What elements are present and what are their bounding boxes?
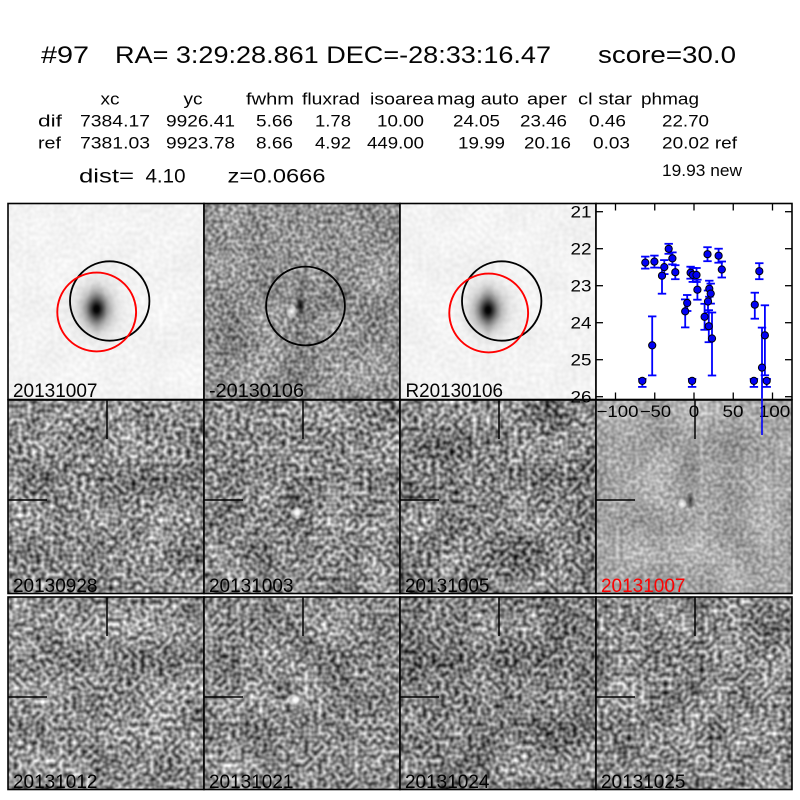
- svg-text:20131003: 20131003: [209, 576, 294, 597]
- svg-text:phmag: phmag: [641, 90, 699, 109]
- svg-text:7384.17: 7384.17: [80, 112, 150, 131]
- svg-text:#97: #97: [41, 42, 89, 69]
- svg-text:449.00: 449.00: [367, 134, 424, 153]
- svg-text:20131021: 20131021: [209, 772, 294, 793]
- svg-text:score=30.0: score=30.0: [598, 42, 736, 69]
- svg-text:100: 100: [759, 403, 791, 421]
- svg-text:23: 23: [571, 278, 592, 296]
- svg-text:26: 26: [571, 389, 592, 407]
- svg-text:fluxrad: fluxrad: [302, 90, 360, 109]
- svg-text:50: 50: [723, 403, 744, 421]
- svg-text:20131007: 20131007: [13, 381, 98, 402]
- svg-text:aper: aper: [527, 90, 567, 109]
- svg-text:20.02 ref: 20.02 ref: [662, 134, 737, 153]
- svg-text:4.10: 4.10: [146, 166, 186, 188]
- svg-text:10.00: 10.00: [377, 112, 424, 131]
- svg-text:9923.78: 9923.78: [166, 134, 235, 153]
- svg-text:7381.03: 7381.03: [80, 134, 150, 153]
- svg-text:25: 25: [571, 352, 592, 370]
- svg-text:cl star: cl star: [578, 90, 632, 109]
- svg-text:RA= 3:29:28.861 DEC=-28:33:16.: RA= 3:29:28.861 DEC=-28:33:16.47: [115, 42, 551, 69]
- svg-text:-20130106: -20130106: [209, 381, 304, 402]
- svg-text:isoarea: isoarea: [370, 90, 435, 109]
- svg-text:ref: ref: [38, 134, 61, 153]
- svg-text:8.66: 8.66: [256, 134, 293, 153]
- svg-text:24.05: 24.05: [453, 112, 500, 131]
- svg-text:20.16: 20.16: [524, 134, 571, 153]
- svg-text:xc: xc: [101, 90, 121, 109]
- svg-text:4.92: 4.92: [315, 134, 351, 153]
- svg-text:0.46: 0.46: [589, 112, 626, 131]
- svg-text:20130928: 20130928: [13, 576, 98, 597]
- svg-text:23.46: 23.46: [520, 112, 567, 131]
- svg-text:z=0.0666: z=0.0666: [228, 166, 326, 188]
- svg-text:yc: yc: [184, 90, 204, 109]
- svg-text:−100: −100: [597, 403, 639, 421]
- svg-text:20131025: 20131025: [601, 772, 686, 793]
- svg-text:21: 21: [571, 204, 592, 222]
- svg-text:24: 24: [571, 315, 592, 333]
- svg-text:fwhm: fwhm: [246, 90, 294, 109]
- svg-text:19.93 new: 19.93 new: [662, 161, 743, 180]
- svg-text:0.03: 0.03: [593, 134, 630, 153]
- svg-text:mag auto: mag auto: [437, 90, 519, 109]
- svg-text:0: 0: [689, 403, 700, 421]
- svg-text:20131012: 20131012: [13, 772, 98, 793]
- svg-text:22.70: 22.70: [662, 112, 709, 131]
- svg-text:−50: −50: [640, 403, 671, 421]
- svg-text:20131007: 20131007: [601, 576, 686, 597]
- svg-text:20131024: 20131024: [405, 772, 490, 793]
- svg-text:20131005: 20131005: [405, 576, 490, 597]
- svg-text:dist=: dist=: [79, 166, 134, 188]
- svg-text:9926.41: 9926.41: [166, 112, 235, 131]
- svg-text:R20130106: R20130106: [406, 381, 504, 402]
- svg-text:1.78: 1.78: [315, 112, 351, 131]
- svg-text:22: 22: [571, 241, 592, 259]
- svg-text:dif: dif: [38, 112, 62, 131]
- svg-text:5.66: 5.66: [256, 112, 293, 131]
- svg-text:19.99: 19.99: [458, 134, 505, 153]
